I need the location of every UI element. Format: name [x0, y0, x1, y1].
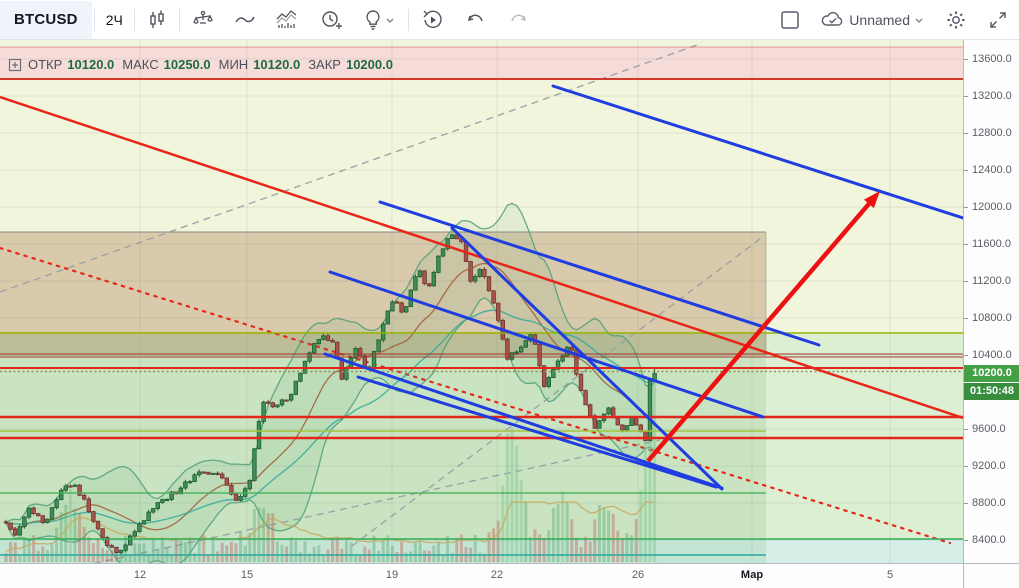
indicators-button[interactable]	[266, 1, 310, 39]
price-tick-mark	[964, 466, 968, 467]
toolbar-separator	[133, 8, 135, 31]
price-tick-mark	[964, 503, 968, 504]
layout-name-label: Unnamed	[849, 11, 910, 28]
line-style-icon	[235, 16, 255, 22]
line-tool-button[interactable]	[224, 1, 266, 39]
time-tick-label: 26	[631, 569, 645, 581]
toolbar-separator	[407, 8, 409, 31]
ohlc-item: ОТКР 10120.0	[28, 57, 115, 72]
price-tick-label: 8800.0	[972, 497, 1006, 509]
price-tick-mark	[964, 133, 968, 134]
time-tick-label: 5	[886, 569, 894, 581]
time-tick-label: 12	[133, 569, 147, 581]
alert-add-icon	[322, 10, 342, 29]
price-tick-label: 11600.0	[972, 238, 1011, 250]
price-tick-mark	[964, 170, 968, 171]
price-chart-canvas	[0, 40, 963, 563]
interval-button[interactable]: 2Ч	[105, 11, 123, 28]
symbol-button[interactable]: BTCUSD	[0, 0, 92, 39]
redo-icon	[511, 14, 526, 21]
price-axis[interactable]: 13600.0 13200.0 12800.0 12400.0 12000.0 11600…	[963, 40, 1019, 563]
price-tick-label: 11200.0	[972, 275, 1011, 287]
redo-button[interactable]	[497, 1, 539, 39]
price-tick-mark	[964, 281, 968, 282]
price-tick-mark	[964, 59, 968, 60]
ohlc-item: МАКС 10250.0	[122, 57, 211, 72]
price-tick-label: 12400.0	[972, 164, 1012, 176]
replay-button[interactable]	[411, 1, 455, 39]
ohlc-legend: ОТКР 10120.0 МАКС 10250.0 МИН 10120.0 ЗАКР 1020…	[8, 57, 401, 72]
layout-select-icon	[781, 10, 800, 29]
time-tick-label: 15	[240, 569, 254, 581]
price-tick-label: 12800.0	[972, 127, 1012, 139]
top-toolbar: BTCUSD 2Ч	[0, 0, 1019, 40]
time-tick-label: 22	[490, 569, 504, 581]
time-tick-label: Мар	[740, 569, 764, 581]
settings-gear-icon	[947, 11, 965, 28]
chevron-down-icon	[386, 17, 394, 23]
price-tick-label: 10800.0	[972, 312, 1012, 324]
ohlc-values: ОТКР 10120.0 МАКС 10250.0 МИН 10120.0 ЗАКР 1020…	[28, 57, 401, 72]
price-tick-mark	[964, 244, 968, 245]
ideas-button[interactable]	[354, 1, 406, 39]
fullscreen-button[interactable]	[977, 1, 1019, 39]
undo-icon	[467, 14, 483, 21]
compare-icon	[193, 10, 213, 24]
price-tick-label: 9200.0	[972, 460, 1006, 472]
cloud-layout-button[interactable]: Unnamed	[810, 1, 935, 39]
price-tick-label: 13600.0	[972, 53, 1012, 65]
ideas-icon	[366, 9, 380, 30]
time-tick-label: 19	[385, 569, 399, 581]
replay-icon	[423, 10, 442, 28]
price-tick-mark	[964, 96, 968, 97]
settings-button[interactable]	[935, 1, 977, 39]
undo-button[interactable]	[455, 1, 497, 39]
toolbar-separator	[93, 8, 95, 31]
price-tick-label: 8400.0	[972, 534, 1006, 546]
candlestick-icon	[150, 10, 164, 28]
chart-plot-area[interactable]: ОТКР 10120.0 МАКС 10250.0 МИН 10120.0 ЗАКР 1020…	[0, 40, 963, 563]
fullscreen-icon	[990, 11, 1006, 28]
toolbar-separator	[178, 8, 180, 31]
chevron-down-icon	[915, 17, 923, 23]
price-tick-mark	[964, 429, 968, 430]
price-tick-mark	[964, 355, 968, 356]
price-tick-mark	[964, 318, 968, 319]
compare-button[interactable]	[182, 1, 224, 39]
ohlc-item: МИН 10120.0	[218, 57, 301, 72]
plus-square-icon	[8, 58, 22, 71]
current-price-badge: 10200.0	[964, 365, 1019, 382]
price-tick-label: 13200.0	[972, 90, 1012, 102]
price-tick-mark	[964, 207, 968, 208]
bar-countdown-badge: 01:50:48	[964, 383, 1019, 400]
cloud-saved-icon	[821, 11, 843, 26]
price-tick-label: 9600.0	[972, 423, 1006, 435]
candlestick-style-button[interactable]	[137, 1, 177, 39]
price-tick-label: 12000.0	[972, 201, 1012, 213]
ohlc-item: ЗАКР 10200.0	[308, 57, 393, 72]
layout-select-button[interactable]	[770, 1, 810, 39]
axis-corner	[963, 563, 1019, 588]
price-tick-label: 10400.0	[972, 349, 1012, 361]
alert-add-button[interactable]	[310, 1, 354, 39]
price-tick-mark	[964, 540, 968, 541]
indicators-icon	[276, 9, 297, 28]
time-axis[interactable]: 12 15 19 22 26 Мар 5	[0, 563, 1019, 588]
